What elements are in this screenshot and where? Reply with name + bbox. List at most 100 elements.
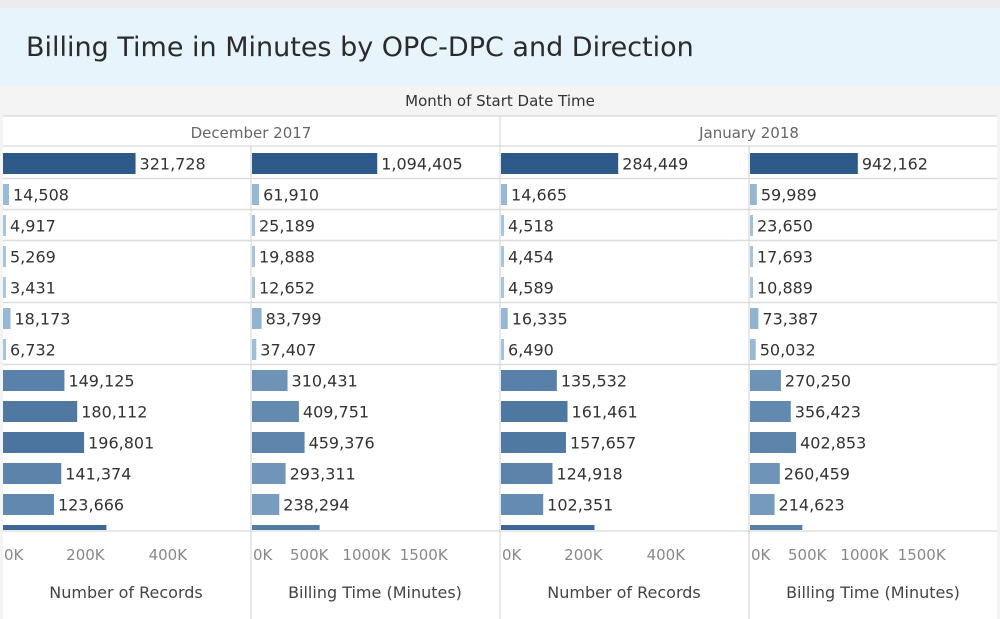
bar-value-label: 25,189: [259, 217, 315, 236]
bar[interactable]: [750, 308, 759, 329]
bar-value-label: 6,490: [508, 341, 554, 360]
bar-value-label: 59,989: [761, 186, 817, 205]
bar-value-label: 3,431: [10, 279, 56, 298]
bar-chart: Month of Start Date Time December 2017 Jan…: [0, 86, 1000, 619]
bar-value-label: 19,888: [259, 248, 315, 267]
bar[interactable]: [3, 153, 136, 174]
x-axis-title: Number of Records: [547, 583, 700, 602]
bar[interactable]: [252, 153, 378, 174]
x-axis-tick-label: 0K: [4, 546, 25, 564]
bar[interactable]: [3, 308, 11, 329]
bar[interactable]: [750, 246, 753, 267]
bar[interactable]: [501, 370, 557, 391]
bar-value-label: 590,896: [324, 527, 390, 546]
bar-value-label: 321,728: [140, 155, 206, 174]
x-axis-tick-label: 1000K: [840, 546, 889, 564]
bar[interactable]: [252, 463, 286, 484]
bar-value-label: 123,666: [58, 496, 124, 515]
bar[interactable]: [501, 308, 508, 329]
x-axis-tick-label: 1000K: [342, 546, 391, 564]
bar[interactable]: [3, 463, 62, 484]
bar[interactable]: [3, 525, 107, 546]
bar-value-label: 18,173: [14, 310, 70, 329]
bar-value-label: 141,374: [65, 465, 131, 484]
x-axis-tick-label: 400K: [149, 546, 189, 564]
bar[interactable]: [252, 308, 262, 329]
bar[interactable]: [501, 215, 504, 236]
x-axis-tick-label: 1500K: [898, 546, 947, 564]
bar[interactable]: [252, 370, 288, 391]
bar-value-label: 16,335: [512, 310, 568, 329]
bar[interactable]: [750, 432, 797, 453]
bar-value-label: 17,693: [757, 248, 813, 267]
bar[interactable]: [252, 246, 255, 267]
bar-value-label: 14,508: [13, 186, 69, 205]
bar[interactable]: [750, 401, 791, 422]
bar[interactable]: [252, 401, 299, 422]
bar-value-label: 402,853: [800, 434, 866, 453]
bar-value-label: 293,311: [290, 465, 356, 484]
x-axis-tick-label: 0K: [751, 546, 772, 564]
bar[interactable]: [3, 401, 78, 422]
bar[interactable]: [3, 277, 6, 298]
bar[interactable]: [501, 463, 553, 484]
bar-value-label: 310,431: [292, 372, 358, 391]
bar-value-label: 356,423: [795, 403, 861, 422]
bar[interactable]: [750, 370, 781, 391]
bar[interactable]: [501, 494, 544, 515]
x-axis-tick-label: 200K: [66, 546, 106, 564]
bar[interactable]: [252, 432, 305, 453]
bar[interactable]: [252, 277, 255, 298]
top-strip: [0, 0, 1000, 8]
bar-value-label: 124,918: [556, 465, 622, 484]
bar-value-label: 226,912: [598, 527, 664, 546]
bar[interactable]: [501, 277, 504, 298]
bar[interactable]: [501, 246, 504, 267]
bar-value-label: 238,294: [283, 496, 349, 515]
month-header: December 2017: [191, 124, 312, 142]
bar[interactable]: [501, 339, 504, 360]
bar-value-label: 459,376: [309, 434, 375, 453]
chart-title: Billing Time in Minutes by OPC-DPC and D…: [26, 32, 694, 63]
bar[interactable]: [750, 215, 753, 236]
bar-value-label: 284,449: [622, 155, 688, 174]
bar[interactable]: [750, 277, 753, 298]
bar[interactable]: [501, 184, 508, 205]
bar[interactable]: [750, 525, 803, 546]
bar[interactable]: [3, 339, 6, 360]
bar-value-label: 37,407: [260, 341, 316, 360]
bar-value-label: 4,917: [10, 217, 56, 236]
bar[interactable]: [3, 494, 54, 515]
bar[interactable]: [501, 153, 619, 174]
bar-value-label: 23,650: [757, 217, 813, 236]
bar[interactable]: [3, 370, 65, 391]
bar[interactable]: [3, 432, 85, 453]
bar[interactable]: [750, 153, 858, 174]
bar[interactable]: [3, 246, 6, 267]
bar[interactable]: [3, 184, 9, 205]
bar[interactable]: [750, 339, 756, 360]
bar-value-label: 4,454: [508, 248, 554, 267]
bar[interactable]: [3, 215, 6, 236]
bar-value-label: 409,751: [303, 403, 369, 422]
bar-value-label: 457,211: [806, 527, 872, 546]
x-axis-title: Billing Time (Minutes): [786, 583, 960, 602]
bar[interactable]: [750, 463, 780, 484]
bar[interactable]: [252, 339, 257, 360]
bar-value-label: 73,387: [762, 310, 818, 329]
bar[interactable]: [252, 494, 280, 515]
bar[interactable]: [252, 184, 260, 205]
bar[interactable]: [750, 494, 775, 515]
bar[interactable]: [252, 525, 320, 546]
bar-value-label: 4,589: [508, 279, 554, 298]
bar[interactable]: [501, 401, 568, 422]
bar-value-label: 180,112: [81, 403, 147, 422]
bar[interactable]: [501, 525, 595, 546]
bar-value-label: 942,162: [862, 155, 928, 174]
x-axis-tick-label: 500K: [290, 546, 330, 564]
bar[interactable]: [750, 184, 757, 205]
bar[interactable]: [252, 215, 255, 236]
bar[interactable]: [501, 432, 566, 453]
month-header: January 2018: [698, 124, 799, 142]
column-header: Month of Start Date Time: [405, 92, 595, 110]
